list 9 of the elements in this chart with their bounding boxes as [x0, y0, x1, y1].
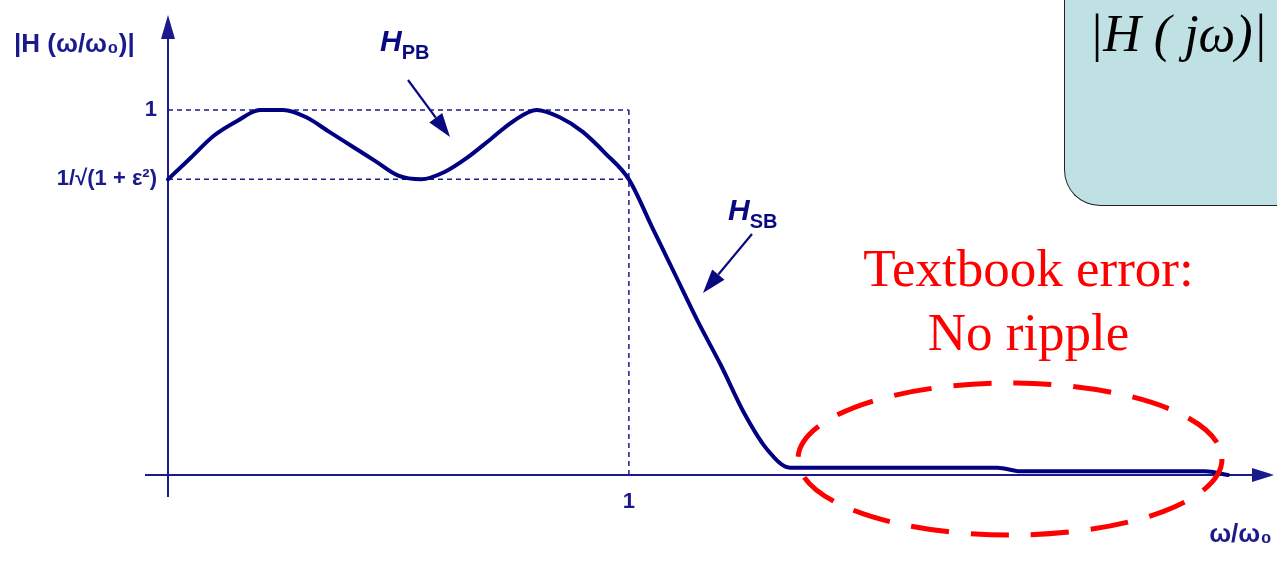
- y-axis-title: |H (ω/ω₀)|: [14, 28, 135, 58]
- annotation: Textbook error: No ripple: [862, 238, 1195, 363]
- text: H$_{PB}$: [380, 24, 430, 63]
- x-axis-title: ω/ω₀: [1209, 518, 1272, 548]
- callout-box: |H ( jω)|: [1064, 0, 1277, 206]
- ref-line-label: 1/√(1 + ε²): [56, 165, 157, 191]
- text: 1: [622, 488, 635, 513]
- ref-line-label: 1: [144, 96, 157, 122]
- annotation: H$_{SB}$: [728, 193, 778, 232]
